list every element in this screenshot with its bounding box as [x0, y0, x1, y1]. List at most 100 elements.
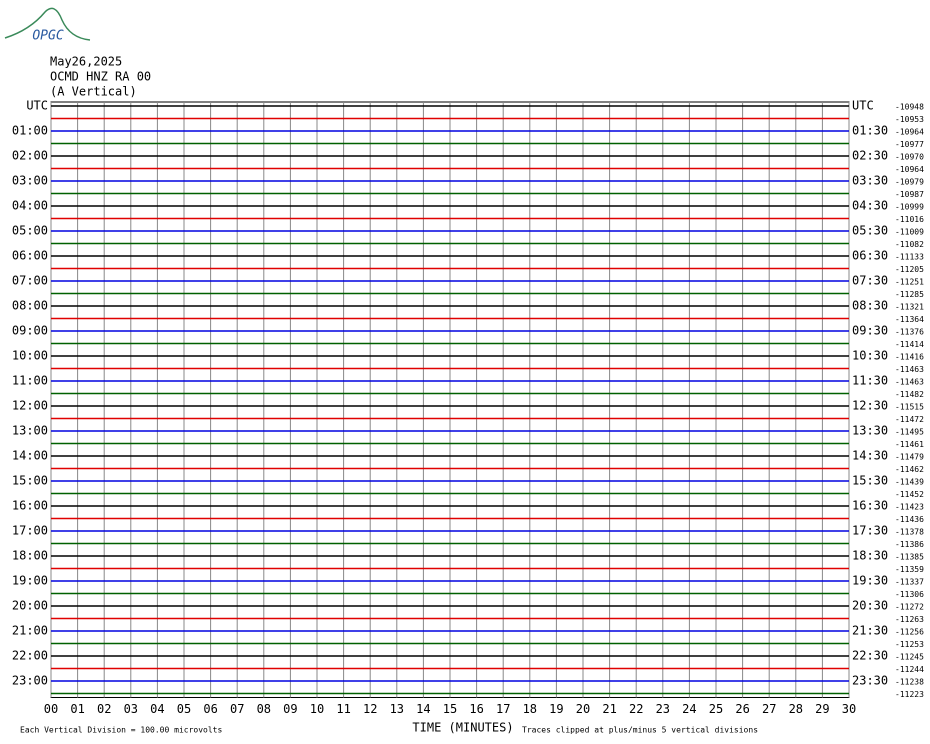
right-time-label: 13:30 — [852, 424, 888, 438]
row-offset: -11416 — [895, 353, 924, 362]
right-time-label: 06:30 — [852, 249, 888, 263]
row-offset: -11251 — [895, 278, 924, 287]
right-time-label: 21:30 — [852, 624, 888, 638]
x-tick-label: 12 — [363, 702, 377, 716]
right-time-label: 09:30 — [852, 324, 888, 338]
x-tick-label: 00 — [44, 702, 58, 716]
left-time-label: 02:00 — [12, 149, 48, 163]
right-time-label: 08:30 — [852, 299, 888, 313]
row-offset: -11306 — [895, 590, 924, 599]
date: May26,2025 — [50, 55, 122, 69]
x-tick-label: 20 — [576, 702, 590, 716]
right-time-label: 20:30 — [852, 599, 888, 613]
row-offset: -11016 — [895, 215, 924, 224]
row-offset: -11414 — [895, 340, 924, 349]
x-tick-label: 30 — [842, 702, 856, 716]
row-offset: -11423 — [895, 503, 924, 512]
right-time-label: 17:30 — [852, 524, 888, 538]
x-tick-label: 07 — [230, 702, 244, 716]
row-offset: -10970 — [895, 153, 924, 162]
row-offset: -11359 — [895, 565, 924, 574]
right-time-label: 18:30 — [852, 549, 888, 563]
left-time-label: 04:00 — [12, 199, 48, 213]
left-time-label: 17:00 — [12, 524, 48, 538]
right-time-label: 05:30 — [852, 224, 888, 238]
left-time-label: 11:00 — [12, 374, 48, 388]
row-offset: -11223 — [895, 690, 924, 699]
left-time-label: 15:00 — [12, 474, 48, 488]
x-tick-label: 14 — [416, 702, 430, 716]
right-time-label: 03:30 — [852, 174, 888, 188]
left-time-label: 21:00 — [12, 624, 48, 638]
logo-curve — [4, 7, 91, 41]
row-offset: -10948 — [895, 103, 924, 112]
x-tick-label: 10 — [310, 702, 324, 716]
row-offset: -11238 — [895, 678, 924, 687]
row-offset: -10953 — [895, 115, 924, 124]
x-tick-label: 28 — [789, 702, 803, 716]
left-time-label: 05:00 — [12, 224, 48, 238]
x-tick-label: 22 — [629, 702, 643, 716]
row-offset: -11337 — [895, 578, 924, 587]
x-tick-label: 11 — [336, 702, 350, 716]
right-time-label: 14:30 — [852, 449, 888, 463]
x-tick-label: 15 — [443, 702, 457, 716]
row-offset: -11386 — [895, 540, 924, 549]
left-time-label: 13:00 — [12, 424, 48, 438]
row-offset: -10964 — [895, 128, 924, 137]
row-offset: -11245 — [895, 653, 924, 662]
left-time-label: 23:00 — [12, 674, 48, 688]
row-offset: -11205 — [895, 265, 924, 274]
row-offset: -11463 — [895, 378, 924, 387]
row-offset: -11253 — [895, 640, 924, 649]
x-tick-label: 27 — [762, 702, 776, 716]
x-tick-label: 03 — [124, 702, 138, 716]
x-tick-label: 16 — [469, 702, 483, 716]
right-time-label: 22:30 — [852, 649, 888, 663]
x-tick-label: 24 — [682, 702, 696, 716]
row-offset: -11385 — [895, 553, 924, 562]
right-time-label: 02:30 — [852, 149, 888, 163]
x-tick-label: 01 — [70, 702, 84, 716]
row-offset: -11495 — [895, 428, 924, 437]
row-offset: -11378 — [895, 528, 924, 537]
logo: OPGC — [32, 29, 63, 44]
left-time-label: 16:00 — [12, 499, 48, 513]
left-time-label: 06:00 — [12, 249, 48, 263]
row-offset: -11463 — [895, 365, 924, 374]
row-offset: -11376 — [895, 328, 924, 337]
x-tick-label: 26 — [735, 702, 749, 716]
right-time-label: 04:30 — [852, 199, 888, 213]
x-tick-label: 17 — [496, 702, 510, 716]
scale-note: Each Vertical Division = 100.00 microvol… — [20, 726, 222, 735]
x-tick-label: 04 — [150, 702, 164, 716]
x-tick-label: 05 — [177, 702, 191, 716]
x-tick-label: 02 — [97, 702, 111, 716]
row-offset: -10964 — [895, 165, 924, 174]
right-time-label: 12:30 — [852, 399, 888, 413]
left-time-label: 08:00 — [12, 299, 48, 313]
left-time-label: 20:00 — [12, 599, 48, 613]
clip-note: Traces clipped at plus/minus 5 vertical … — [522, 726, 758, 735]
row-offset: -11082 — [895, 240, 924, 249]
component: (A Vertical) — [50, 85, 137, 99]
left-time-label: UTC — [26, 99, 48, 113]
x-tick-label: 21 — [602, 702, 616, 716]
row-offset: -11482 — [895, 390, 924, 399]
x-tick-label: 08 — [257, 702, 271, 716]
row-offset: -11462 — [895, 465, 924, 474]
right-time-label: 01:30 — [852, 124, 888, 138]
right-time-label: 15:30 — [852, 474, 888, 488]
x-tick-label: 29 — [815, 702, 829, 716]
x-tick-label: 23 — [656, 702, 670, 716]
row-offset: -11364 — [895, 315, 924, 324]
left-time-label: 09:00 — [12, 324, 48, 338]
right-time-label: 10:30 — [852, 349, 888, 363]
row-offset: -10999 — [895, 203, 924, 212]
row-offset: -11272 — [895, 603, 924, 612]
left-time-label: 01:00 — [12, 124, 48, 138]
station: OCMD HNZ RA 00 — [50, 70, 151, 84]
x-tick-label: 18 — [523, 702, 537, 716]
row-offset: -11285 — [895, 290, 924, 299]
